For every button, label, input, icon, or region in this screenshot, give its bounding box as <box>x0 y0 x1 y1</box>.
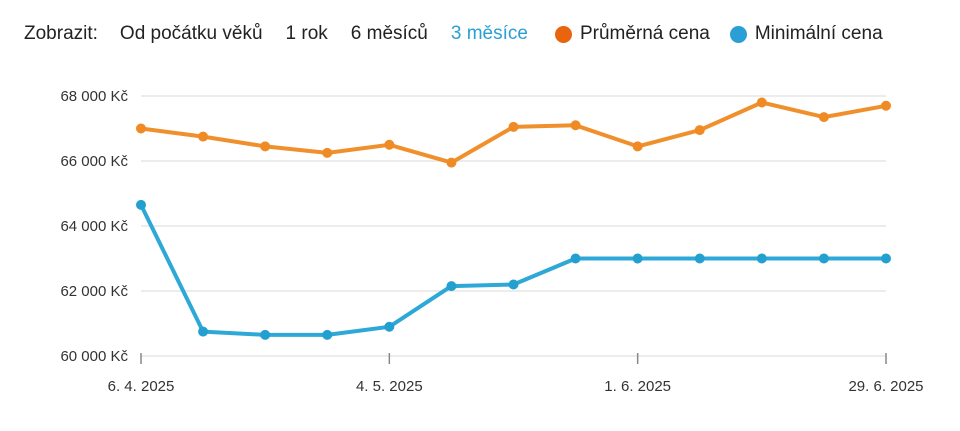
data-point-average-price <box>508 121 519 132</box>
data-point-minimum-price <box>198 326 209 337</box>
legend-item-average-price[interactable]: Průměrná cena <box>554 23 710 45</box>
data-point-average-price <box>818 112 829 123</box>
data-point-minimum-price <box>818 253 829 264</box>
series-line-minimum-price <box>139 202 888 337</box>
data-point-average-price <box>384 139 395 150</box>
data-point-minimum-price <box>756 253 767 264</box>
y-tick-label: 64 000 Kč <box>60 218 128 235</box>
x-tick-label: 1. 6. 2025 <box>604 378 671 395</box>
legend-item-minimum-price[interactable]: Minimální cena <box>729 23 883 45</box>
data-point-minimum-price <box>446 281 457 292</box>
data-point-minimum-price <box>694 253 705 264</box>
view-toolbar: Zobrazit: Od počátku věků 1 rok 6 měsíců… <box>24 20 899 48</box>
x-tick-label: 6. 4. 2025 <box>108 378 175 395</box>
range-1-year-button[interactable]: 1 rok <box>285 23 328 44</box>
y-tick-label: 68 000 Kč <box>60 88 128 105</box>
data-point-minimum-price <box>508 279 519 290</box>
data-point-minimum-price <box>384 321 395 332</box>
data-point-average-price <box>632 141 643 152</box>
series-line-average-price <box>139 100 888 165</box>
y-tick-label: 66 000 Kč <box>60 153 128 170</box>
range-6-months-button[interactable]: 6 měsíců <box>350 23 428 44</box>
legend-dot-average-price <box>554 25 572 43</box>
data-point-average-price <box>570 120 581 131</box>
data-point-minimum-price <box>632 253 643 264</box>
x-tick-label: 4. 5. 2025 <box>356 378 423 395</box>
range-3-months-button[interactable]: 3 měsíce <box>450 23 528 44</box>
data-point-average-price <box>322 147 333 158</box>
data-point-average-price <box>756 97 767 108</box>
data-point-average-price <box>694 125 705 136</box>
data-point-minimum-price <box>570 253 581 264</box>
x-tick-label: 29. 6. 2025 <box>848 378 923 395</box>
data-point-average-price <box>260 141 271 152</box>
legend-label-minimum-price: Minimální cena <box>754 23 883 44</box>
view-label: Zobrazit: <box>24 23 98 44</box>
data-point-average-price <box>136 123 146 134</box>
legend-label-average-price: Průměrná cena <box>579 23 710 44</box>
data-point-average-price <box>446 157 457 168</box>
data-point-minimum-price <box>136 199 146 210</box>
data-point-average-price <box>198 131 209 142</box>
data-point-minimum-price <box>322 329 333 340</box>
legend-dot-minimum-price <box>729 25 747 43</box>
y-tick-label: 62 000 Kč <box>60 283 128 300</box>
y-tick-label: 60 000 Kč <box>60 348 128 365</box>
data-point-minimum-price <box>881 253 891 264</box>
data-point-minimum-price <box>260 329 271 340</box>
range-all-time-button[interactable]: Od počátku věků <box>119 23 263 44</box>
data-point-average-price <box>881 100 891 111</box>
